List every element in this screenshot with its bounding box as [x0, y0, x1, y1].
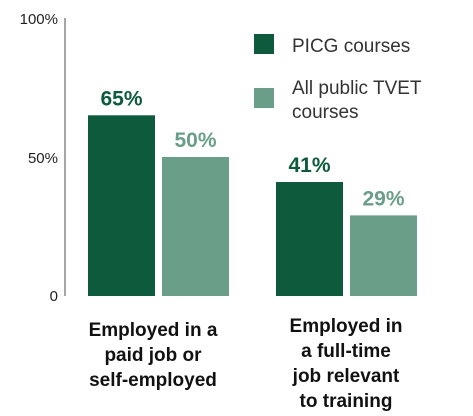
bars-group: 65% 41% 50% 29%	[88, 87, 417, 296]
data-label-employed-series-1: 65%	[100, 87, 142, 110]
legend-label-picg: PICG courses	[292, 36, 410, 57]
data-label-fulltime-relevant-series-1: 41%	[288, 154, 330, 177]
data-label-employed-series-2: 50%	[174, 129, 216, 152]
category-label-line: self-employed	[58, 368, 248, 393]
category-label-line: Employed in a	[58, 318, 248, 343]
legend-label-all-tvet-line1: All public TVET	[292, 78, 422, 99]
category-label-line: to training	[251, 389, 441, 414]
category-label-fulltime-relevant: Employed in a full-time job relevant to …	[251, 314, 441, 414]
bar-fulltime-relevant-series-1	[276, 182, 343, 296]
category-label-line: job relevant	[251, 364, 441, 389]
bar-employed-series-2	[162, 157, 229, 296]
legend-label-all-tvet: All public TVET courses	[292, 78, 426, 123]
legend-label-all-tvet-line2: courses	[292, 102, 359, 123]
y-tick-label-100: 100%	[20, 11, 58, 28]
category-label-line: Employed in	[251, 314, 441, 339]
legend-swatch-all-tvet	[254, 88, 274, 108]
y-tick-label-50: 50%	[28, 150, 58, 167]
bar-fulltime-relevant-series-2	[350, 215, 417, 296]
data-label-fulltime-relevant-series-2: 29%	[362, 187, 404, 210]
category-label-employed: Employed in a paid job or self-employed	[58, 318, 248, 393]
bar-employed-series-1	[88, 115, 155, 296]
y-tick-label-0: 0	[50, 288, 58, 305]
category-label-line: a full-time	[251, 339, 441, 364]
legend-swatch-picg	[254, 34, 274, 54]
category-label-line: paid job or	[58, 343, 248, 368]
